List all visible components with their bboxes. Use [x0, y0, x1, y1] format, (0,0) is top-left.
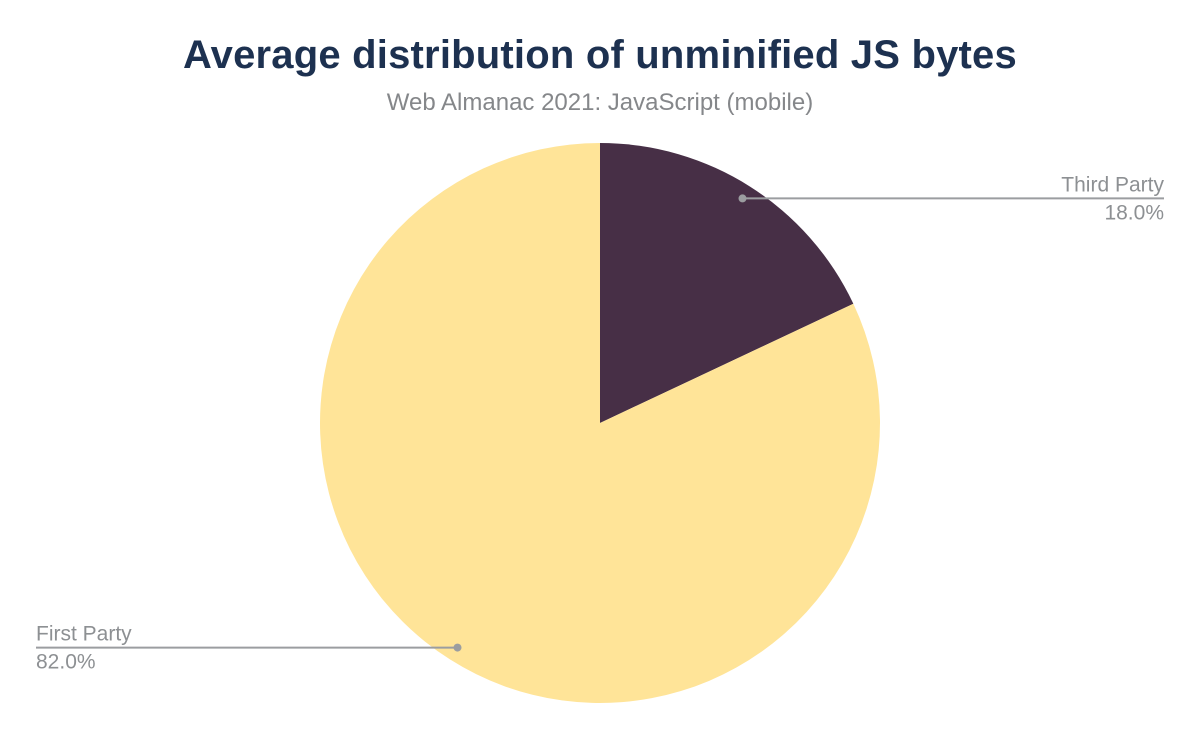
chart-title: Average distribution of unminified JS by…: [183, 33, 1017, 77]
slice-value-third-party: 18.0%: [1104, 201, 1164, 224]
callout-dot-third-party: [738, 194, 747, 203]
slice-first-party[interactable]: [319, 143, 880, 703]
callout-dot-first-party: [453, 643, 462, 652]
slice-label-first-party: First Party: [36, 623, 132, 646]
slice-value-first-party: 82.0%: [36, 651, 96, 674]
slice-third-party[interactable]: [600, 143, 854, 423]
chart-subtitle: Web Almanac 2021: JavaScript (mobile): [386, 89, 814, 116]
slice-label-third-party: Third Party: [1061, 173, 1164, 196]
